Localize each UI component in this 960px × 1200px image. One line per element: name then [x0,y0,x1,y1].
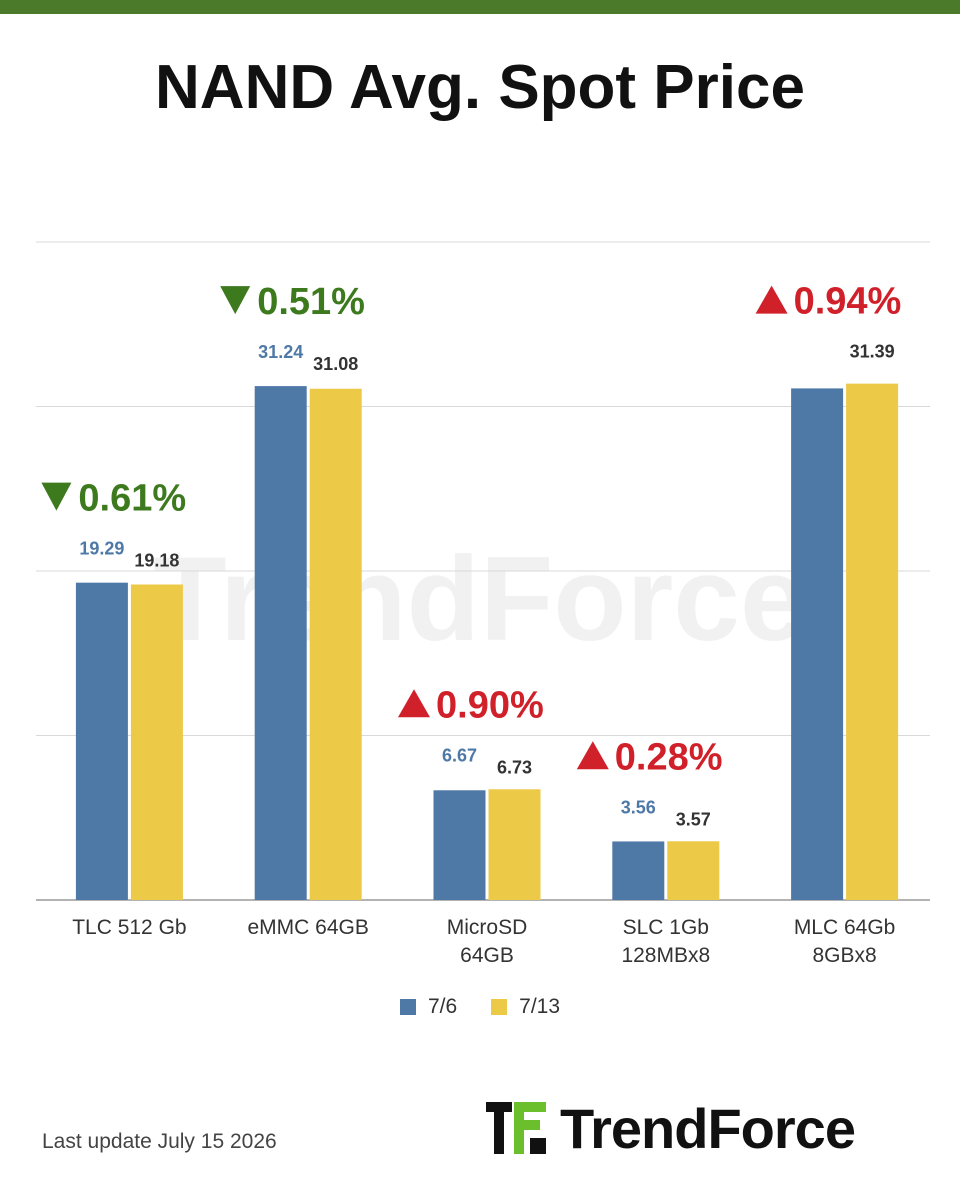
bar-series-a [612,841,665,900]
triangle-up-icon [398,689,430,718]
bar-series-b [309,388,362,900]
legend-item-series-b: 7/13 [491,995,560,1019]
legend-label-series-a: 7/6 [427,995,458,1018]
change-annotation: 0.90% [436,684,544,726]
triangle-up-icon [576,741,609,770]
bar-series-a [254,386,307,900]
x-tick-label: 8GBx8 [812,944,876,967]
bar-series-b [846,383,899,900]
data-label-series-a: 19.29 [79,539,124,559]
bar-series-a [433,790,486,900]
x-tick-label: 128MBx8 [621,944,710,967]
legend-swatch-series-a [399,999,416,1015]
data-label-series-b: 3.57 [676,809,711,829]
data-label-series-b: 19.18 [134,551,179,571]
legend-swatch-series-b [491,999,508,1015]
change-annotation: 0.94% [794,281,902,323]
chart-legend: 7/6 7/13 [0,995,960,1019]
data-label-series-a: 31.24 [258,342,303,362]
legend-label-series-b: 7/13 [519,995,561,1018]
x-tick-label: MicroSD [447,916,528,939]
logo-text: TrendForce [560,1096,856,1160]
data-label-series-a: 6.67 [442,745,477,765]
bar-series-a [75,582,128,900]
x-tick-label: eMMC 64GB [248,916,369,939]
change-annotation: 0.61% [78,478,186,520]
data-label-series-b: 31.39 [850,342,895,362]
legend-item-series-a: 7/6 [399,995,458,1019]
bar-series-a [791,388,844,900]
trendforce-logo: TrendForce [484,1090,924,1166]
data-label-series-a: 31.10 [795,414,840,434]
bar-series-b [488,789,541,900]
triangle-up-icon [755,285,788,314]
data-label-series-b: 6.73 [497,757,532,777]
bar-series-b [667,841,720,900]
watermark-text: TrendForce [153,532,807,666]
change-annotation: 0.51% [257,281,365,323]
x-tick-label: MLC 64Gb [794,916,896,939]
data-label-series-a: 3.56 [621,797,656,817]
x-tick-label: TLC 512 Gb [72,916,186,939]
triangle-down-icon [41,482,72,511]
top-accent-bar [0,0,960,14]
change-annotation: 0.28% [615,736,723,778]
page-title: NAND Avg. Spot Price [155,53,805,122]
x-tick-label: 64GB [460,944,514,967]
data-label-series-b: 31.08 [313,354,358,374]
bar-chart: TrendForce 19.29 19.18 0.61% TLC 512 Gb 31.24… [36,241,930,967]
x-tick-label: SLC 1Gb [623,916,709,939]
bar-series-b [130,584,183,900]
last-update-text: Last update July 15 2026 [42,1130,277,1153]
trendforce-logo-icon [486,1102,546,1154]
triangle-down-icon [220,286,251,315]
